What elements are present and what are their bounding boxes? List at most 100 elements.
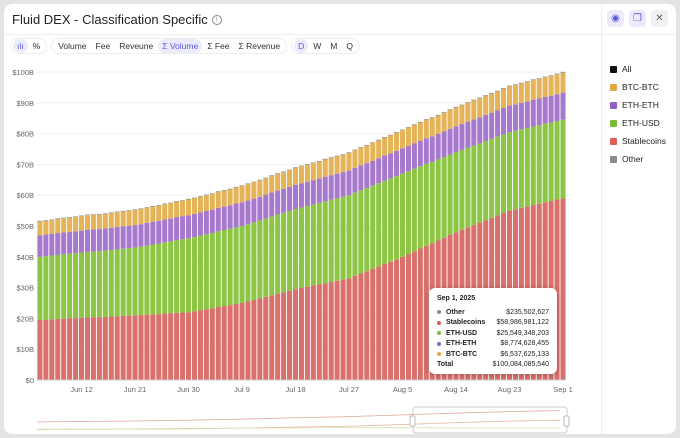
bar-btc-btc (542, 77, 548, 97)
bar-eth-eth (453, 126, 459, 153)
bar-chart-icon[interactable]: ılı (13, 39, 28, 53)
bar-btc-btc (73, 217, 79, 232)
metric-option[interactable]: Σ Volume (158, 39, 203, 53)
metric-option[interactable]: Σ Revenue (238, 41, 281, 51)
bar-eth-eth (180, 216, 186, 240)
bar-other (197, 196, 203, 197)
legend-item[interactable]: ETH-USD (610, 114, 666, 132)
bar-btc-btc (162, 204, 168, 220)
bar-other (90, 214, 96, 215)
bar-btc-btc (358, 147, 364, 166)
legend-item[interactable]: Other (610, 150, 666, 168)
bar-eth-usd (489, 138, 495, 218)
bar-eth-eth (221, 206, 227, 231)
bar-eth-usd (162, 242, 168, 314)
tooltip: Sep 1, 2025 Other $235,502,627 Stablecoins… (429, 288, 557, 374)
bar-eth-usd (447, 154, 453, 235)
bar-eth-eth (257, 196, 263, 221)
bar-eth-eth (346, 170, 352, 196)
bar-btc-btc (376, 140, 382, 159)
bar-eth-eth (518, 102, 524, 130)
bar-stablecoins (108, 316, 114, 380)
bar-btc-btc (417, 122, 423, 141)
bar-btc-btc (518, 83, 524, 103)
percent-icon[interactable]: % (32, 41, 41, 51)
bar-eth-usd (215, 231, 221, 308)
legend-item[interactable]: All (610, 60, 666, 78)
bar-eth-usd (483, 140, 489, 221)
bar-stablecoins (126, 315, 132, 380)
bar-btc-btc (257, 180, 263, 197)
bar-btc-btc (108, 213, 114, 228)
bar-eth-eth (61, 232, 67, 255)
bar-stablecoins (120, 315, 126, 380)
bar-eth-usd (429, 161, 435, 244)
bar-eth-eth (263, 194, 269, 219)
metric-option[interactable]: Reveune (119, 41, 154, 51)
bar-btc-btc (352, 150, 358, 168)
bar-eth-usd (221, 230, 227, 307)
bar-other (447, 109, 453, 110)
metric-option[interactable]: Fee (95, 41, 111, 51)
bar-other (352, 149, 358, 151)
bar-stablecoins (388, 261, 394, 380)
period-option[interactable]: D (294, 39, 309, 53)
close-icon[interactable]: ✕ (651, 10, 668, 27)
bar-eth-eth (156, 220, 162, 244)
y-tick-label: $10B (16, 345, 34, 354)
bar-eth-usd (298, 207, 304, 288)
period-option[interactable]: M (330, 41, 338, 51)
navigator-handle-right[interactable] (563, 415, 570, 427)
bar-stablecoins (215, 307, 221, 380)
bar-eth-eth (114, 226, 120, 250)
legend-item[interactable]: BTC-BTC (610, 78, 666, 96)
copy-icon[interactable]: ❐ (629, 10, 646, 27)
bar-btc-btc (501, 88, 507, 109)
legend-swatch (610, 65, 617, 73)
metric-option[interactable]: Σ Fee (207, 41, 230, 51)
navigator-handle-left[interactable] (409, 415, 416, 427)
bar-btc-btc (37, 221, 43, 236)
bar-stablecoins (162, 313, 168, 380)
bar-stablecoins (227, 305, 233, 380)
bar-eth-usd (518, 129, 524, 208)
bar-eth-usd (191, 237, 197, 312)
bar-eth-usd (334, 198, 340, 281)
bar-eth-usd (405, 171, 411, 255)
legend-swatch (610, 119, 617, 127)
bar-stablecoins (156, 314, 162, 380)
bar-other (370, 142, 376, 143)
bar-btc-btc (530, 80, 536, 100)
legend-swatch (610, 101, 617, 109)
bar-eth-eth (185, 215, 192, 239)
bar-stablecoins (150, 314, 156, 380)
metric-option[interactable]: Volume (58, 41, 87, 51)
legend-item[interactable]: Stablecoins (610, 132, 666, 150)
bar-other (185, 198, 192, 200)
info-icon[interactable]: i (211, 14, 222, 25)
legend-item[interactable]: ETH-ETH (610, 96, 666, 114)
bar-eth-usd (417, 166, 423, 249)
bar-eth-usd (96, 251, 102, 318)
bar-other (55, 218, 61, 219)
bar-other (245, 183, 251, 185)
bar-btc-btc (84, 215, 90, 230)
bar-other (292, 167, 299, 168)
bar-eth-eth (501, 108, 507, 135)
bar-eth-eth (477, 117, 483, 144)
bar-stablecoins (55, 319, 61, 380)
bar-stablecoins (180, 312, 186, 380)
y-tick-label: $70B (16, 160, 34, 169)
bar-eth-eth (399, 148, 406, 174)
period-option[interactable]: Q (346, 41, 354, 51)
period-option[interactable]: W (313, 41, 322, 51)
bar-eth-eth (506, 105, 513, 133)
bar-eth-eth (298, 183, 304, 208)
camera-icon[interactable]: ◉ (607, 10, 624, 27)
bar-other (102, 213, 108, 214)
bar-eth-eth (382, 155, 388, 181)
bar-other (322, 158, 328, 160)
bar-btc-btc (512, 84, 518, 105)
bar-stablecoins (90, 317, 96, 380)
bar-other (501, 88, 507, 89)
